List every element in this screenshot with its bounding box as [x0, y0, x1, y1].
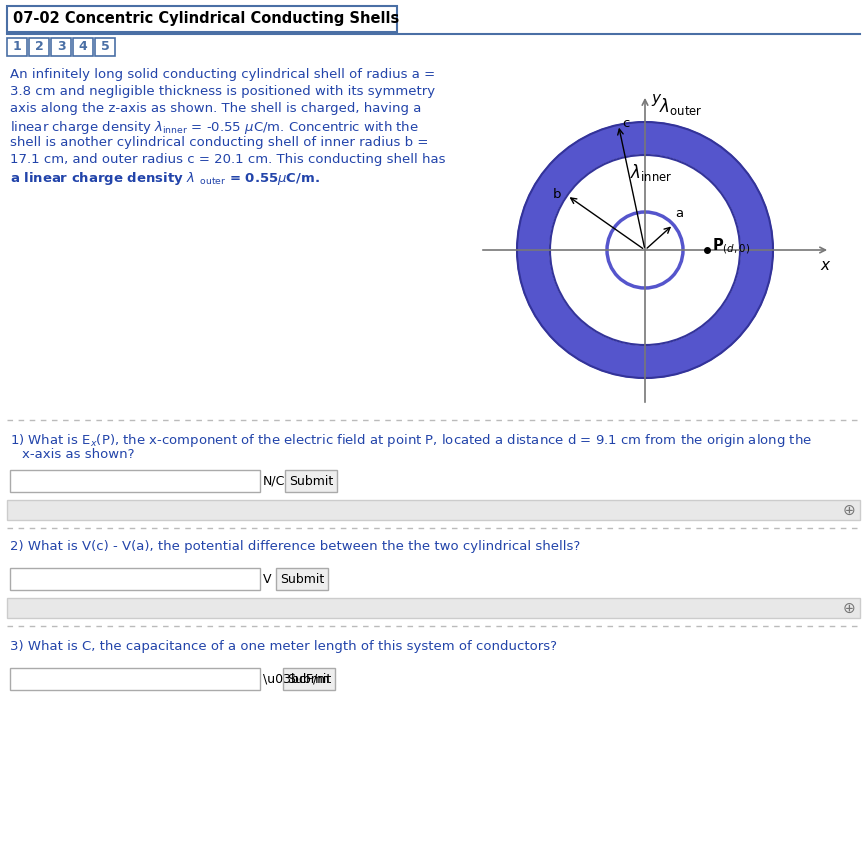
Bar [7, 500, 860, 520]
Text: Submit: Submit [287, 672, 331, 685]
Text: ⊕: ⊕ [842, 502, 855, 518]
Text: 17.1 cm, and outer radius c = 20.1 cm. This conducting shell has: 17.1 cm, and outer radius c = 20.1 cm. T… [10, 153, 446, 166]
Bar [10, 470, 260, 492]
Text: x-axis as shown?: x-axis as shown? [22, 448, 134, 461]
Text: 3.8 cm and negligible thickness is positioned with its symmetry: 3.8 cm and negligible thickness is posit… [10, 85, 435, 98]
Bar [283, 668, 335, 690]
Text: N/C: N/C [263, 475, 285, 488]
Text: 2) What is V(c) - V(a), the potential difference between the the two cylindrical: 2) What is V(c) - V(a), the potential di… [10, 540, 580, 553]
Text: 3) What is C, the capacitance of a one meter length of this system of conductors: 3) What is C, the capacitance of a one m… [10, 640, 557, 653]
Text: V: V [263, 572, 271, 585]
Text: linear charge density $\lambda_{\rm inner}$ = -0.55 $\mu$C/m. Concentric with th: linear charge density $\lambda_{\rm inne… [10, 119, 419, 136]
Bar [7, 598, 860, 618]
Bar [7, 38, 27, 56]
Text: shell is another cylindrical conducting shell of inner radius b =: shell is another cylindrical conducting … [10, 136, 428, 149]
Text: a linear charge density $\lambda$ $_{{\rm outer}}$ = 0.55$\mu$C/m.: a linear charge density $\lambda$ $_{{\r… [10, 170, 320, 187]
Text: x: x [820, 258, 830, 273]
Bar [285, 470, 337, 492]
Circle shape [517, 122, 773, 378]
Bar [95, 38, 115, 56]
Circle shape [550, 155, 740, 345]
Bar [276, 568, 328, 590]
Text: 1) What is E$_x$(P), the x-component of the electric field at point P, located a: 1) What is E$_x$(P), the x-component of … [10, 432, 812, 449]
Text: ⊕: ⊕ [842, 601, 855, 615]
Bar [10, 568, 260, 590]
Text: 07-02 Concentric Cylindrical Conducting Shells: 07-02 Concentric Cylindrical Conducting … [13, 11, 399, 27]
Text: An infinitely long solid conducting cylindrical shell of radius a =: An infinitely long solid conducting cyli… [10, 68, 435, 81]
Text: $\mathbf{P}_{(d,0)}$: $\mathbf{P}_{(d,0)}$ [712, 236, 750, 255]
Text: b: b [553, 187, 562, 200]
Bar [7, 6, 397, 32]
Text: a: a [675, 206, 683, 219]
Text: 4: 4 [79, 41, 88, 54]
Bar [10, 668, 260, 690]
Bar [29, 38, 49, 56]
Text: \u03bcF/m: \u03bcF/m [263, 672, 329, 685]
Text: Submit: Submit [289, 475, 333, 488]
Text: 3: 3 [56, 41, 65, 54]
Bar [51, 38, 71, 56]
Text: c: c [623, 117, 629, 129]
Text: $\lambda_{\rm outer}$: $\lambda_{\rm outer}$ [659, 96, 702, 117]
Text: Submit: Submit [280, 572, 324, 585]
Text: axis along the z-axis as shown. The shell is charged, having a: axis along the z-axis as shown. The shel… [10, 102, 421, 115]
Text: 5: 5 [101, 41, 109, 54]
Text: $\lambda_{\rm inner}$: $\lambda_{\rm inner}$ [630, 162, 673, 183]
Bar [73, 38, 93, 56]
Text: y: y [651, 91, 660, 105]
Text: 2: 2 [35, 41, 43, 54]
Text: 1: 1 [13, 41, 22, 54]
